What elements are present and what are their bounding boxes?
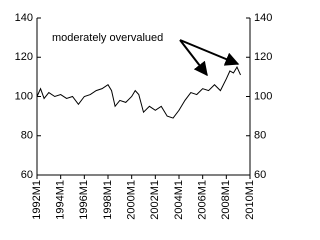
x-tick-label: 2002M1: [149, 180, 161, 220]
annotation-arrow: [179, 39, 240, 66]
x-tick-label: 1992M1: [31, 180, 43, 220]
x-tick-label: 2010M1: [244, 180, 256, 220]
page: moderately overvalued 60 80 100 120 140 60 80 1…: [14, 11, 273, 220]
x-tick-label: 2000M1: [126, 180, 138, 220]
x-tick-label: 1998M1: [102, 180, 114, 220]
annotation-arrow: [179, 39, 208, 77]
x-tick-label: 2006M1: [197, 180, 209, 220]
x-tick-label: 2004M1: [173, 180, 185, 220]
x-tick-label: 2008M1: [220, 180, 232, 220]
x-tick-label: 1994M1: [55, 180, 67, 220]
y-tick-label: 80: [21, 130, 33, 142]
y2-tick-label: 80: [254, 130, 266, 142]
annotation: moderately overvalued: [52, 32, 163, 44]
x-tick-label: 1996M1: [78, 180, 90, 220]
y-tick-label: 100: [15, 90, 33, 102]
y-tick-label: 120: [15, 51, 33, 63]
data-line: [36, 65, 241, 119]
y2-tick-label: 140: [254, 12, 272, 24]
chart: moderately overvalued 60 80 100 120 140 60 80 1…: [15, 12, 273, 220]
y-tick-label: 140: [15, 12, 33, 24]
y2-tick-label: 120: [254, 51, 272, 63]
y2-tick-label: 60: [254, 169, 266, 181]
y-tick-label: 60: [21, 169, 33, 181]
y2-tick-label: 100: [254, 90, 272, 102]
